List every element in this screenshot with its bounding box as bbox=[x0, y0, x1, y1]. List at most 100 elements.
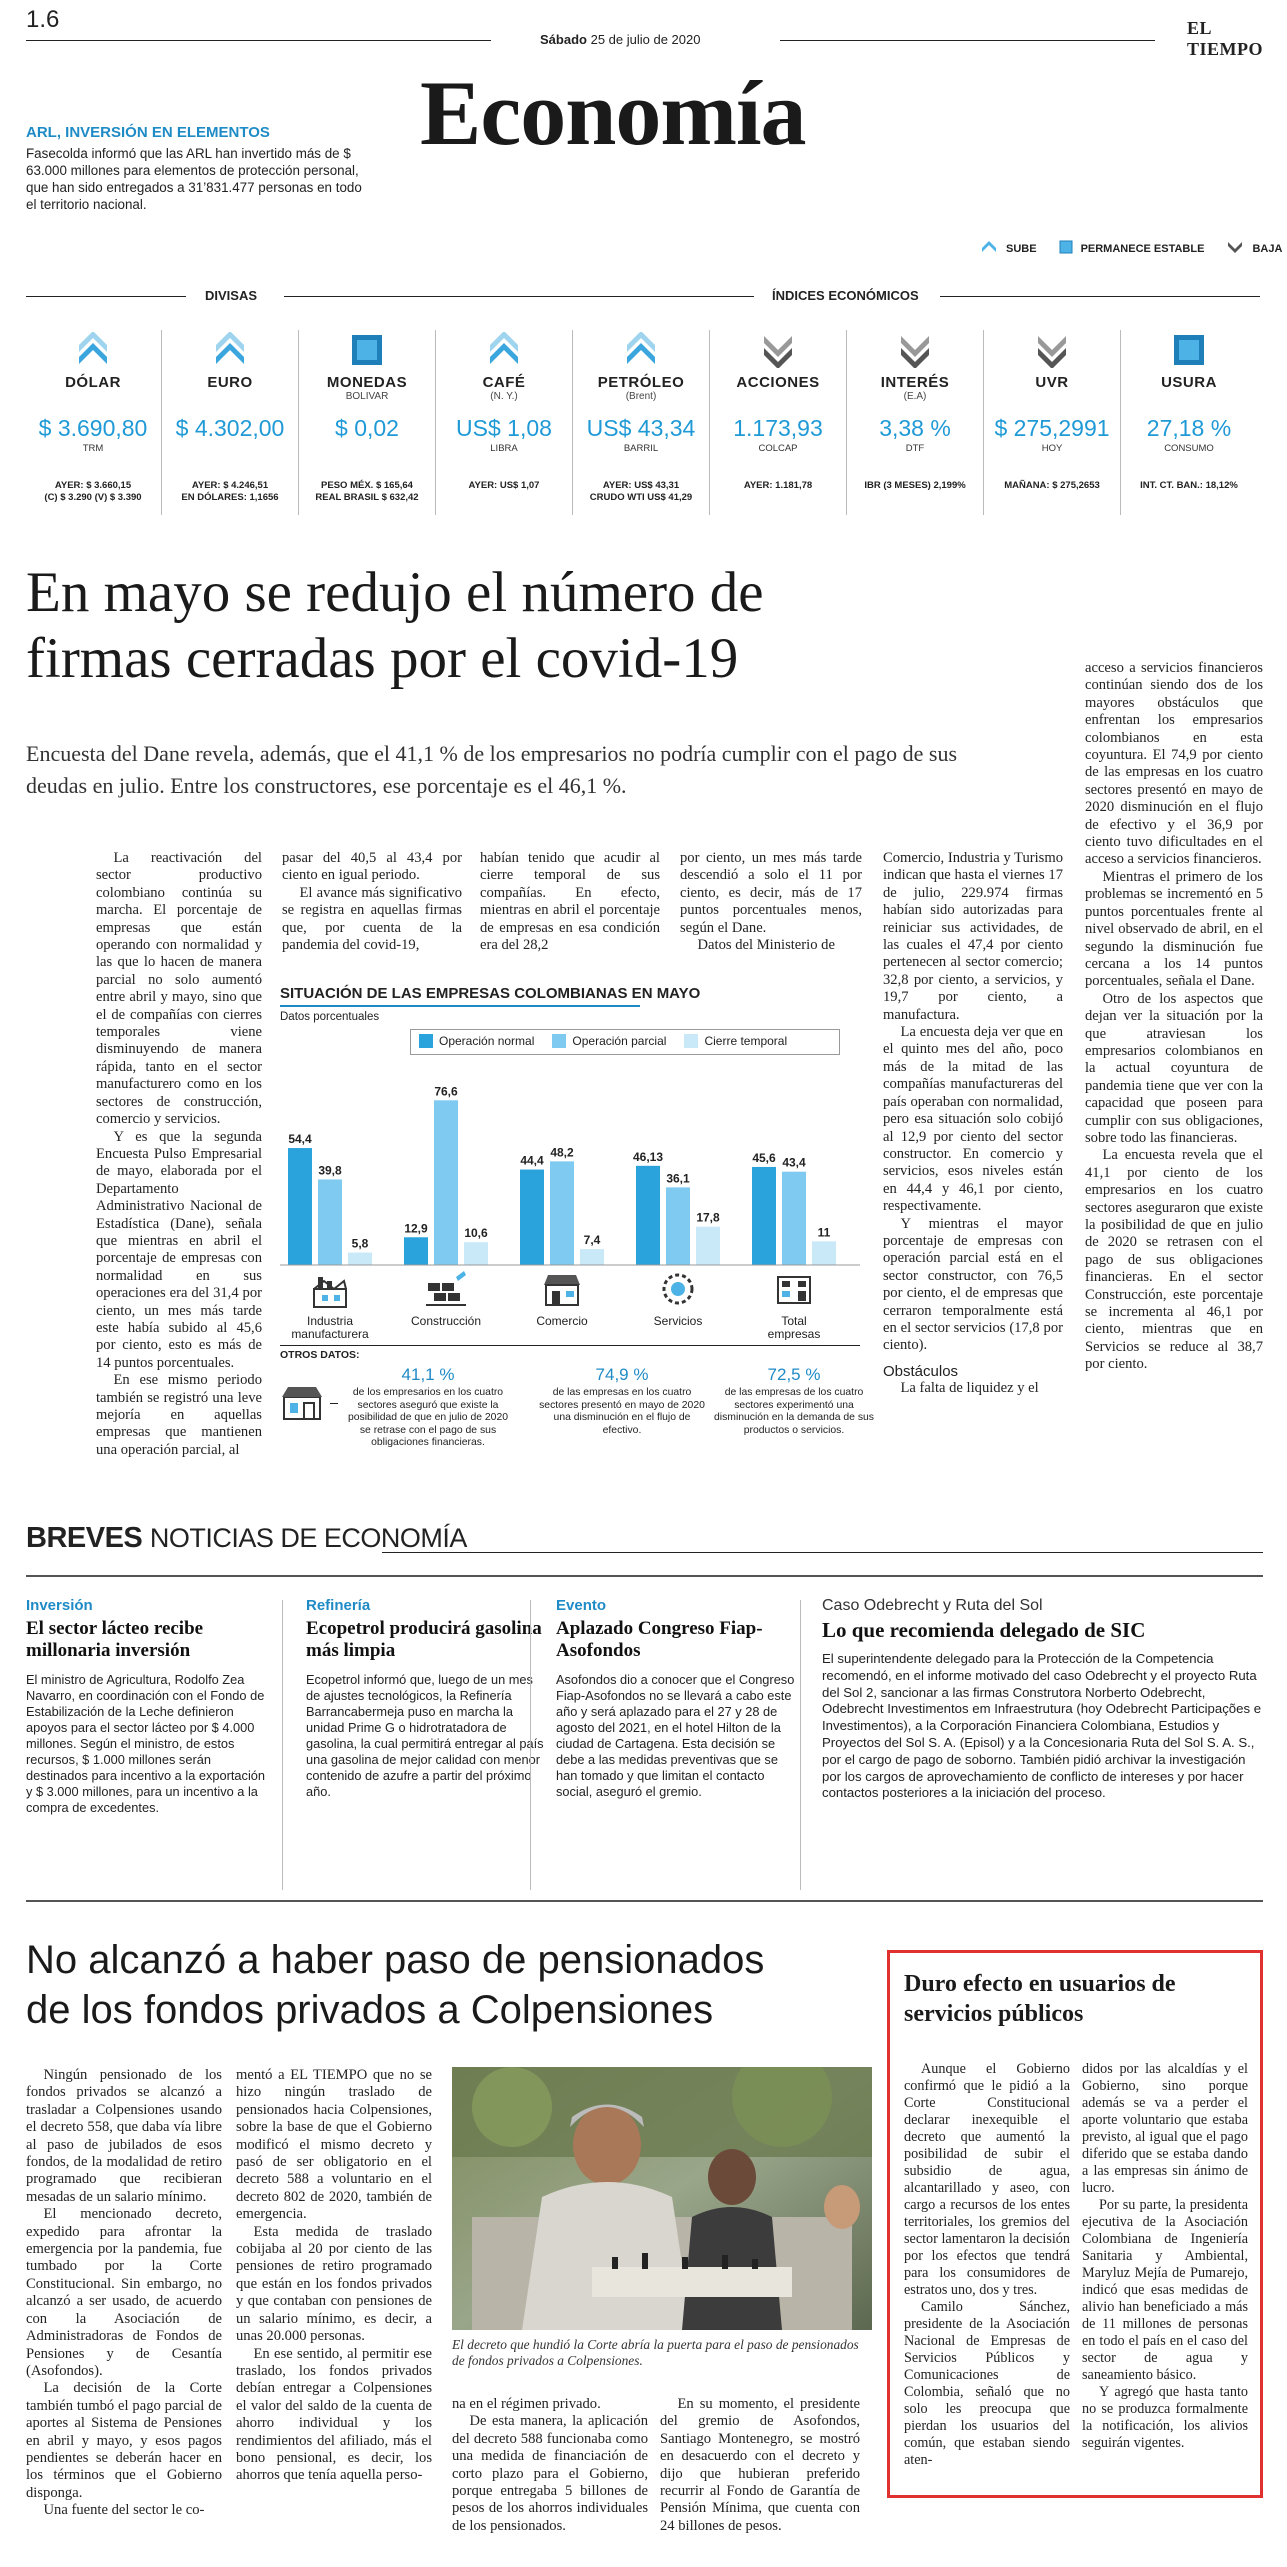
other-stat-value: 74,9 % bbox=[595, 1365, 649, 1384]
chart-subtitle: Datos porcentuales bbox=[280, 1011, 380, 1023]
indicator-foot-line1: MAÑANA: $ 275,2653 bbox=[1004, 480, 1100, 491]
bar-label-4-0: 45,6 bbox=[752, 1151, 776, 1165]
indicator-value: $ 275,2991 bbox=[994, 415, 1110, 441]
bar-1-1 bbox=[434, 1100, 458, 1265]
indicator-unit: DTF bbox=[905, 443, 925, 454]
indicator-unit: TRM bbox=[82, 443, 104, 454]
breve-big: Caso Odebrecht y Ruta del Sol Lo que rec… bbox=[822, 1597, 1262, 1802]
indicator-footnote: AYER: US$ 1,07 bbox=[437, 480, 571, 492]
indicator-foot-line1: AYER: 1.181,78 bbox=[743, 480, 813, 491]
pension-col-2-p1: mentó a EL TIEMPO que no se hizo ningún … bbox=[236, 2067, 432, 2223]
lead-teaser-text: Fasecolda informó que las ARL han invert… bbox=[26, 146, 362, 212]
indicator-foot-line1: PESO MÉX. $ 165,64 bbox=[321, 480, 413, 491]
breve-big-kicker: Caso Odebrecht y Ruta del Sol bbox=[822, 1597, 1043, 1614]
bar-label-3-2: 17,8 bbox=[696, 1211, 720, 1225]
main-col-1-p3: En ese mismo periodo también se registró… bbox=[96, 1372, 262, 1458]
main-col-6-p1: acceso a servicios financieros continúan… bbox=[1085, 660, 1263, 868]
indicator-name: UVR bbox=[1035, 374, 1069, 391]
section-title: Economía bbox=[420, 62, 807, 164]
indicator-foot-line1: AYER: $ 3.660,15 bbox=[54, 480, 132, 491]
indicator-value: 1.173,93 bbox=[733, 415, 823, 441]
trend-key: SUBE PERMANECE ESTABLE BAJA bbox=[980, 240, 1282, 257]
indicator-footnote: INT. CT. BAN.: 18,12% bbox=[1122, 480, 1256, 492]
pension-photo-caption: El decreto que hundió la Corte abría la … bbox=[452, 2337, 859, 2368]
bar-0-0 bbox=[288, 1148, 312, 1265]
indicator-foot-line2: REAL BRASIL $ 632,42 bbox=[315, 492, 419, 503]
legend-item-normal: Operación normal bbox=[419, 1034, 534, 1048]
pension-col-3-p1: na en el régimen privado. bbox=[452, 2396, 601, 2412]
pension-col-1-p1: Ningún pensionado de los fondos privados… bbox=[26, 2067, 222, 2205]
breve-2-text: Ecopetrol informó que, luego de un mes d… bbox=[306, 1672, 544, 1799]
indicator-foot-line1: IBR (3 MESES) 2,199% bbox=[864, 480, 966, 491]
main-col-5-p2: La encuesta deja ver que en el quinto me… bbox=[883, 1024, 1063, 1215]
indicator-name: INTERÉS bbox=[880, 374, 950, 391]
indicator-value: $ 0,02 bbox=[335, 415, 399, 441]
lead-teaser: ARL, INVERSIÓN EN ELEMENTOS Fasecolda in… bbox=[26, 124, 366, 213]
main-col-2-p2: El avance más significativo se registra … bbox=[282, 884, 462, 954]
indicator-footnote: AYER: 1.181,78 bbox=[711, 480, 845, 492]
sidebar-col-2-p2: Por su parte, la presidenta ejecutiva de… bbox=[1082, 2197, 1248, 2383]
key-up: SUBE bbox=[1006, 242, 1037, 255]
sidebar-col-1: Aunque el Gobierno confirmó que le pidió… bbox=[904, 2061, 1070, 2486]
bar-4-0 bbox=[752, 1166, 776, 1265]
breve-1-category: Inversión bbox=[26, 1597, 93, 1614]
pension-col-3: na en el régimen privado. De esta manera… bbox=[452, 2396, 648, 2556]
main-col-4: por ciento, un mes más tarde descendió a… bbox=[680, 850, 862, 954]
main-col-5-p3: Y mientras el mayor porcentaje de empres… bbox=[883, 1215, 1063, 1354]
indicator-unit: HOY bbox=[1041, 443, 1063, 454]
indicator-interes: INTERÉS (E.A) 3,38 % DTF IBR (3 MESES) 2,199… bbox=[848, 322, 982, 518]
chess-players-photo bbox=[452, 2067, 872, 2330]
indicator-cafe: CAFÉ (N. Y.) US$ 1,08 LIBRA AYER: US$ 1,07 bbox=[437, 322, 571, 518]
pension-col-1-p3: La decisión de la Corte también tumbó el… bbox=[26, 2380, 222, 2501]
breve-2-category: Refinería bbox=[306, 1597, 371, 1614]
pension-col-4: En su momento, el presidente del gremio … bbox=[660, 2396, 860, 2556]
bar-label-0-2: 5,8 bbox=[352, 1237, 369, 1251]
indicator-name: MONEDAS bbox=[326, 374, 408, 391]
indicator-unit: BARRIL bbox=[623, 443, 659, 454]
bar-label-1-2: 10,6 bbox=[464, 1226, 488, 1240]
trend-down-icon bbox=[898, 332, 932, 369]
breve-3-title: Aplazado Congreso Fiap-Asofondos bbox=[556, 1618, 763, 1661]
sidebar-col-2-p3: Y agregó que hasta tanto no se produzca … bbox=[1082, 2384, 1248, 2451]
store-icon bbox=[280, 1383, 324, 1428]
indicator-footnote: MAÑANA: $ 275,2653 bbox=[985, 480, 1119, 492]
indicator-sub bbox=[711, 391, 845, 405]
divisas-label: DIVISAS bbox=[205, 288, 258, 303]
category-label-0: Industria manufacturera bbox=[291, 1314, 369, 1340]
indicator-name: EURO bbox=[207, 374, 253, 391]
indicator-sub: (N. Y.) bbox=[490, 391, 518, 402]
bar-label-1-0: 12,9 bbox=[404, 1221, 428, 1235]
indicator-foot-line1: INT. CT. BAN.: 18,12% bbox=[1140, 480, 1238, 491]
indicator-sub: (Brent) bbox=[625, 391, 657, 402]
indicator-footnote: AYER: $ 4.246,51 EN DÓLARES: 1,1656 bbox=[163, 480, 297, 504]
breve-big-title: Lo que recomienda delegado de SIC bbox=[822, 1618, 1146, 1642]
bar-label-1-1: 76,6 bbox=[434, 1084, 458, 1098]
indicator-value: $ 4.302,00 bbox=[175, 415, 285, 441]
indicator-value: 27,18 % bbox=[1146, 415, 1232, 441]
bar-label-4-1: 43,4 bbox=[782, 1156, 806, 1170]
category-icon-2 bbox=[544, 1275, 580, 1306]
indicator-dolar: DÓLAR $ 3.690,80 TRM AYER: $ 3.660,15 (C) $ … bbox=[26, 322, 160, 518]
chart-panel: SITUACIÓN DE LAS EMPRESAS COLOMBIANAS EN… bbox=[280, 985, 874, 1455]
indicator-name: CAFÉ bbox=[482, 374, 526, 391]
indicator-footnote: AYER: US$ 43,31 CRUDO WTI US$ 41,29 bbox=[574, 480, 708, 504]
main-col-5-subhead: Obstáculos bbox=[883, 1362, 959, 1380]
pension-photo bbox=[452, 2067, 872, 2330]
bar-0-2 bbox=[348, 1252, 372, 1265]
indicator-unit: LIBRA bbox=[490, 443, 518, 454]
bar-2-0 bbox=[520, 1169, 544, 1265]
main-col-3-p1: habían tenido que acudir al cierre tempo… bbox=[480, 850, 660, 954]
legend-item-cierre: Cierre temporal bbox=[684, 1034, 787, 1048]
trend-down-icon bbox=[1035, 332, 1069, 369]
main-col-2: pasar del 40,5 al 43,4 por ciento en igu… bbox=[282, 850, 462, 954]
other-data-label: OTROS DATOS: bbox=[280, 1349, 360, 1361]
indicator-acciones: ACCIONES 1.173,93 COLCAP AYER: 1.181,78 bbox=[711, 322, 845, 518]
key-stable: PERMANECE ESTABLE bbox=[1080, 242, 1205, 255]
main-col-6-p2: Mientras el primero de los problemas se … bbox=[1085, 868, 1263, 990]
breve-2: Refinería Ecopetrol producirá gasolina m… bbox=[306, 1597, 546, 1800]
breves-label-bold: BREVES bbox=[26, 1522, 143, 1554]
bar-0-1 bbox=[318, 1179, 342, 1265]
indicator-sub: (E.A) bbox=[903, 391, 927, 402]
bar-chart: 54,4 39,8 5,8 Industria manufacturera 12,9 76,… bbox=[280, 1084, 860, 1340]
category-icon-1 bbox=[426, 1271, 466, 1306]
